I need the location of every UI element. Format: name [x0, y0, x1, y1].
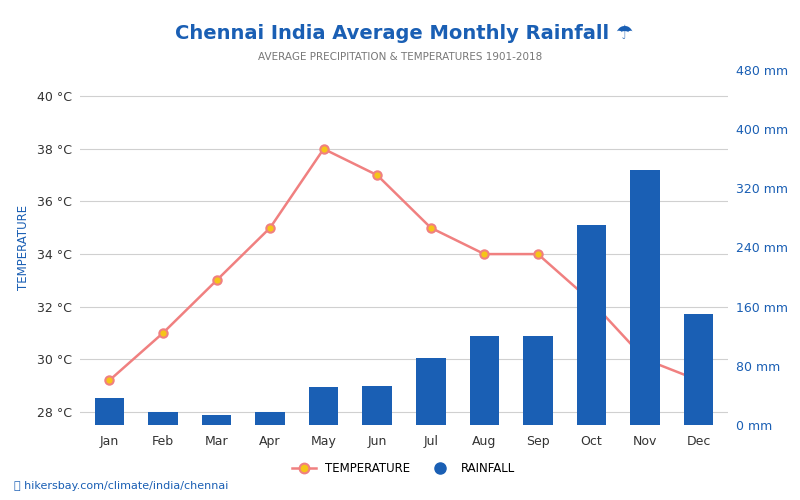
Text: 📍 hikersbay.com/climate/india/chennai: 📍 hikersbay.com/climate/india/chennai: [14, 481, 229, 491]
Y-axis label: Precipitation: Precipitation: [799, 210, 800, 284]
Bar: [630, 170, 660, 425]
Y-axis label: TEMPERATURE: TEMPERATURE: [18, 205, 30, 290]
Bar: [362, 386, 392, 425]
Bar: [202, 414, 231, 425]
Bar: [684, 314, 714, 425]
Bar: [94, 398, 124, 425]
Bar: [148, 412, 178, 425]
Text: AVERAGE PRECIPITATION & TEMPERATURES 1901-2018: AVERAGE PRECIPITATION & TEMPERATURES 190…: [258, 52, 542, 62]
Bar: [470, 336, 499, 425]
Bar: [416, 358, 446, 425]
Bar: [523, 336, 553, 425]
Title: Chennai India Average Monthly Rainfall ☂️: Chennai India Average Monthly Rainfall ☂…: [175, 24, 633, 44]
Legend: TEMPERATURE, RAINFALL: TEMPERATURE, RAINFALL: [288, 457, 520, 479]
Bar: [577, 226, 606, 425]
Bar: [255, 412, 285, 425]
Bar: [309, 386, 338, 425]
